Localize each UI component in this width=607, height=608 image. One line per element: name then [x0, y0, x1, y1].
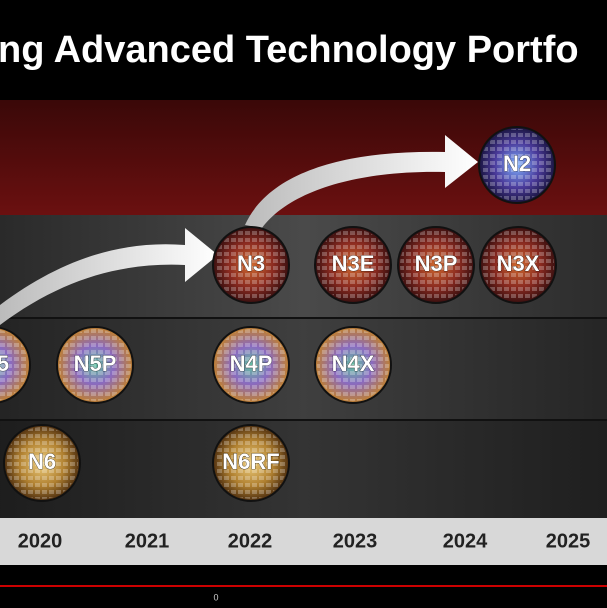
wafer-grid — [215, 427, 287, 499]
node-label: N4X — [332, 351, 375, 376]
year-bar — [0, 518, 607, 565]
page-number: 0 — [213, 592, 218, 602]
node-label: N3E — [332, 251, 375, 276]
wafer-grid — [215, 229, 287, 301]
node-label: N3P — [415, 251, 458, 276]
wafer-grid — [0, 329, 28, 401]
node-label: N5P — [74, 351, 117, 376]
band — [0, 420, 607, 518]
wafer-grid — [481, 129, 553, 201]
year-label: 2022 — [228, 530, 273, 552]
year-label: 2025 — [546, 530, 591, 552]
year-label: 2020 — [18, 530, 63, 552]
wafer-node: N4X — [314, 326, 392, 404]
year-label: 2023 — [333, 530, 378, 552]
slide-title: ng Advanced Technology Portfo — [0, 29, 579, 71]
node-label: N3 — [237, 251, 265, 276]
wafer-grid — [400, 229, 472, 301]
wafer-grid — [215, 329, 287, 401]
wafer-node: N6 — [3, 424, 81, 502]
wafer-node: N3P — [397, 226, 475, 304]
wafer-grid — [482, 229, 554, 301]
year-label: 2024 — [443, 530, 488, 552]
node-label: N6 — [28, 449, 56, 474]
wafer-node: N3E — [314, 226, 392, 304]
wafer-grid — [6, 427, 78, 499]
title-band — [0, 0, 607, 100]
node-label: N2 — [503, 151, 531, 176]
node-label: N6RF — [222, 449, 279, 474]
wafer-node: N6RF — [212, 424, 290, 502]
arrow — [0, 228, 218, 325]
wafer-node: 5 — [0, 326, 31, 404]
wafer-node: N3 — [212, 226, 290, 304]
wafer-node: N2 — [478, 126, 556, 204]
wafer-node: N4P — [212, 326, 290, 404]
wafer-node: N3X — [479, 226, 557, 304]
wafer-grid — [317, 229, 389, 301]
wafer-node: N5P — [56, 326, 134, 404]
year-label: 2021 — [125, 530, 170, 552]
node-label: 5 — [0, 351, 9, 376]
arrow — [245, 135, 478, 228]
node-label: N3X — [497, 251, 540, 276]
wafer-grid — [59, 329, 131, 401]
node-label: N4P — [230, 351, 273, 376]
wafer-grid — [317, 329, 389, 401]
